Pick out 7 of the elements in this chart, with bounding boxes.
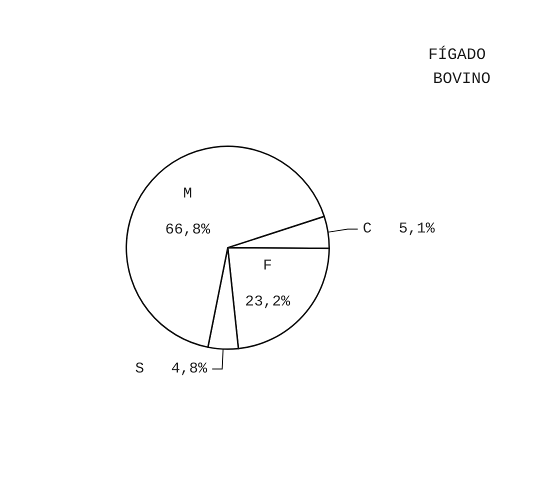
slice-label: C 5,1%: [362, 220, 436, 238]
slice-label: M: [183, 186, 192, 203]
slice-label: S 4,8%: [135, 360, 208, 378]
data-label: 66,8%: [165, 222, 212, 239]
chart-title: FÍGADO BOVINO: [423, 45, 491, 88]
slice-label: F: [263, 257, 272, 274]
data-label: 23,2%: [245, 293, 292, 310]
